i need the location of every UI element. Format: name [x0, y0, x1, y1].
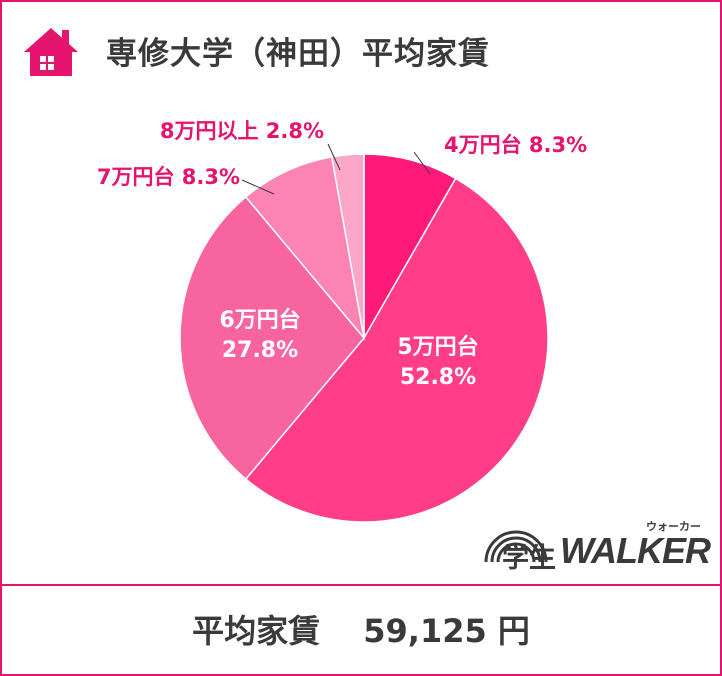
house-icon	[24, 28, 78, 76]
logo-arc-icon	[484, 530, 548, 563]
pie-slice	[363, 153, 457, 341]
pie-slice	[244, 155, 366, 341]
slice-label: 7万円台 8.3%	[97, 165, 240, 189]
divider	[2, 584, 720, 586]
pie-chart: 4万円台 8.3% 5万円台 52.8% 6万円台 27.8% 7万円台 8.3% 8万円以…	[97, 119, 587, 523]
pie-slice	[330, 153, 365, 339]
page-title: 専修大学（神田）平均家賃	[106, 36, 490, 72]
logo-walker: WALKER	[560, 530, 711, 571]
slice-label: 8万円以上 2.8%	[160, 119, 324, 143]
average-rent: 平均家賃 59,125 円	[192, 612, 530, 650]
slice-label: 5万円台	[397, 334, 478, 360]
logo-kana: ウォーカー	[646, 520, 701, 533]
logo-kanji: 学生	[502, 543, 556, 574]
slice-value-label: 52.8%	[400, 365, 476, 390]
slice-value-label: 27.8%	[222, 338, 298, 363]
slice-label: 4万円台 8.3%	[444, 133, 587, 157]
pie-slice	[179, 195, 365, 481]
footer: 平均家賃 59,125 円	[2, 586, 720, 674]
slice-label: 6万円台	[219, 307, 300, 333]
pie-slice	[244, 177, 549, 523]
leader-line	[413, 151, 431, 175]
header: 専修大学（神田）平均家賃	[2, 2, 720, 92]
leader-line	[241, 179, 275, 195]
leader-line	[327, 143, 341, 171]
gakusei-walker-logo: 学生 WALKER ウォーカー	[478, 512, 711, 574]
